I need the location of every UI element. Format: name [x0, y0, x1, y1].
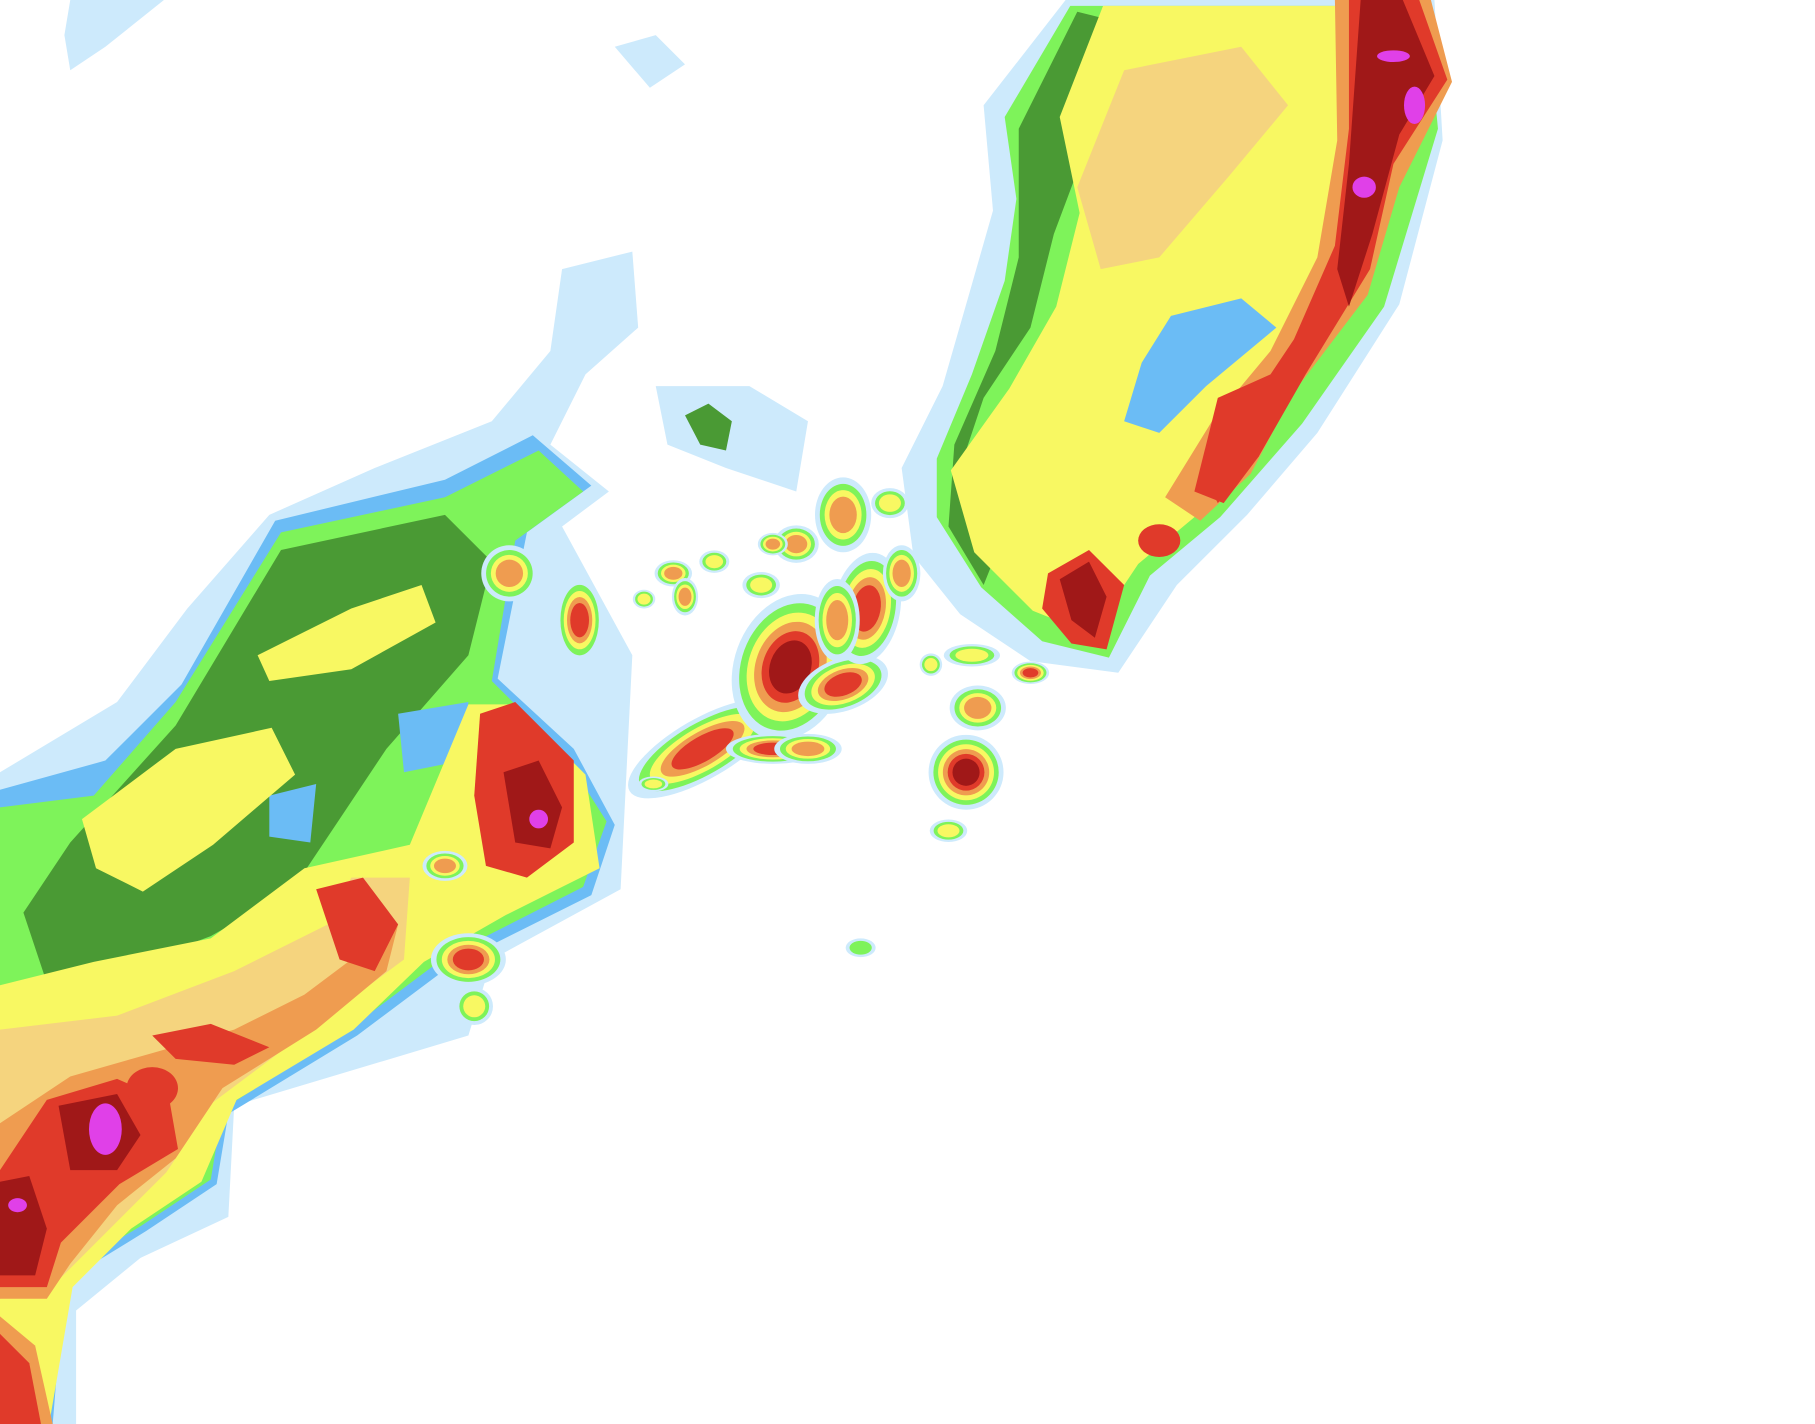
precip-cell-dark-red — [769, 640, 812, 694]
precip-red — [1194, 374, 1271, 504]
precip-very-light — [655, 386, 808, 492]
precip-cell-orange — [765, 538, 781, 550]
precip-red — [1138, 524, 1181, 557]
precip-cell-orange — [791, 741, 825, 757]
precip-dark-red — [503, 760, 563, 849]
precip-cell-orange — [664, 566, 683, 580]
precip-cell-dark-red — [952, 758, 980, 786]
precip-cell-red — [824, 672, 862, 697]
precip-light-blue — [1124, 298, 1277, 433]
precip-tan — [1077, 46, 1289, 270]
precip-cell-orange — [433, 858, 456, 874]
precip-cell-yellow — [644, 779, 663, 789]
precip-band-northeast — [901, 0, 1452, 673]
precip-very-light — [614, 35, 686, 88]
precip-dark-red — [1337, 0, 1435, 307]
precip-magenta — [529, 809, 549, 829]
precip-cell-yellow — [955, 648, 989, 662]
precip-dark-green — [685, 403, 732, 451]
precip-magenta — [1377, 50, 1410, 63]
precip-magenta — [1403, 86, 1426, 125]
precip-cell-yellow — [705, 555, 724, 569]
precip-cell-light-green — [849, 940, 872, 955]
precip-light-blue — [269, 783, 317, 843]
precip-red — [316, 877, 399, 972]
precip-cell-yellow — [924, 658, 938, 672]
precip-magenta — [1352, 176, 1376, 198]
precip-red — [0, 1333, 41, 1424]
precip-cell-orange — [785, 534, 808, 554]
precip-cell-yellow — [463, 995, 486, 1018]
precip-cells-central — [422, 477, 1050, 1025]
precip-cell-yellow — [878, 494, 901, 512]
precip-cell-orange — [829, 496, 857, 534]
precip-yellow — [0, 704, 600, 1424]
precip-cell-red — [452, 948, 484, 971]
precip-cell-yellow — [937, 824, 960, 838]
precip-cell-red — [570, 602, 589, 638]
precip-red — [126, 1067, 178, 1110]
precip-red — [152, 1023, 270, 1065]
precip-dark-red — [1059, 561, 1107, 638]
precip-cell-yellow — [750, 577, 773, 593]
precip-magenta — [88, 1103, 122, 1155]
precip-cell-orange — [495, 559, 524, 588]
precip-band-southwest — [0, 0, 808, 1424]
precip-very-light — [64, 0, 164, 71]
precip-yellow — [81, 727, 296, 892]
precip-cell-orange — [826, 600, 849, 641]
precip-cell-orange — [892, 559, 911, 588]
precip-magenta — [8, 1198, 27, 1213]
precip-cell-orange — [964, 696, 992, 719]
precip-cell-red — [1022, 668, 1039, 678]
precip-cell-orange — [678, 587, 692, 606]
precip-cell-yellow — [637, 593, 651, 605]
precip-cell-red — [671, 728, 734, 770]
precip-yellow — [257, 585, 436, 681]
